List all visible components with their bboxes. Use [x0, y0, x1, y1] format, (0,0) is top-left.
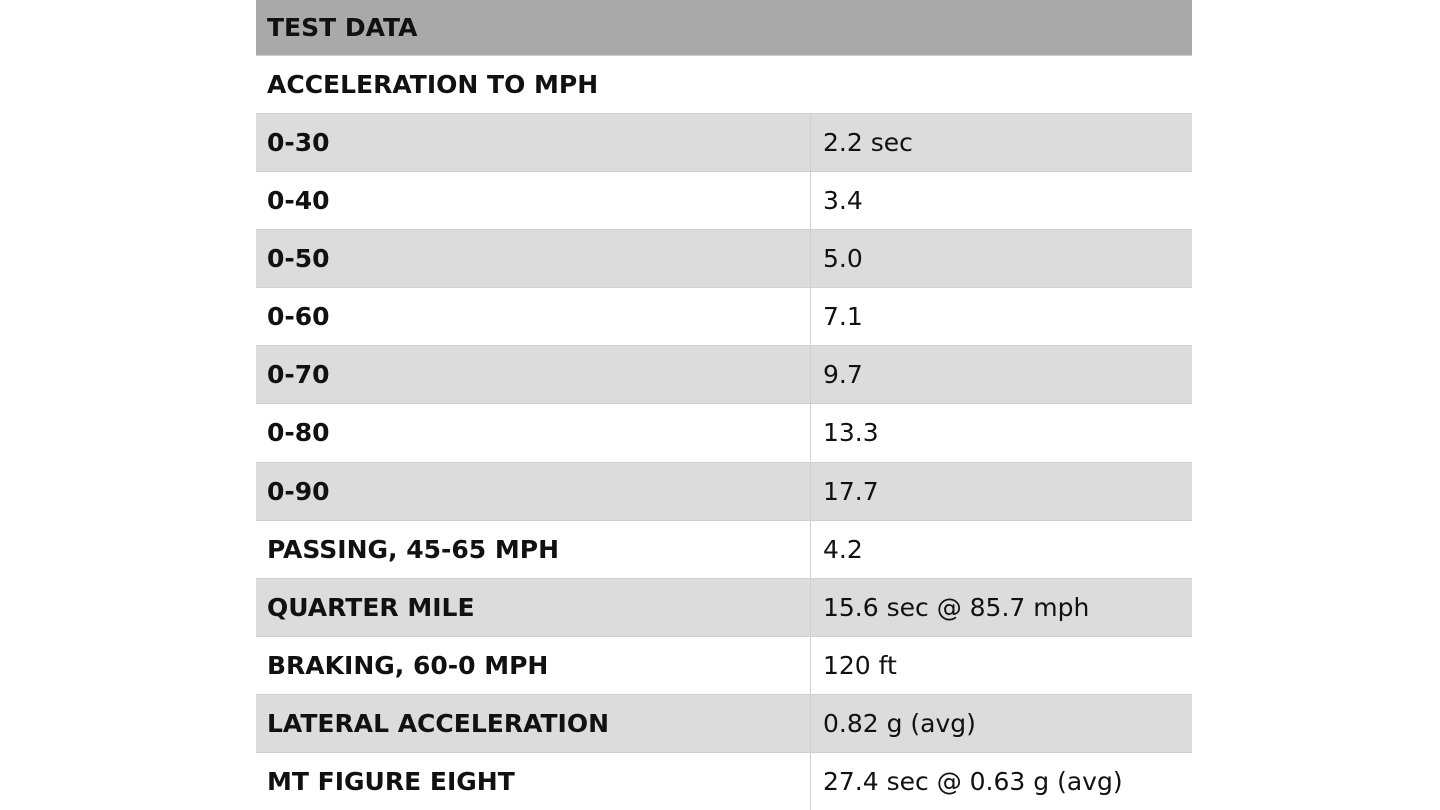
row-label: LATERAL ACCELERATION [256, 694, 811, 752]
row-value: 4.2 [823, 534, 863, 564]
data-row: 0-90 17.7 [256, 461, 1192, 520]
data-row: BRAKING, 60-0 MPH 120 ft [256, 635, 1192, 694]
section-title: ACCELERATION TO MPH [267, 70, 599, 99]
row-value: 0.82 g (avg) [823, 708, 976, 738]
data-row: MT FIGURE EIGHT 27.4 sec @ 0.63 g (avg) [256, 751, 1192, 810]
data-row: 0-50 5.0 [256, 229, 1192, 288]
row-label: QUARTER MILE [256, 578, 811, 636]
row-label: 0-90 [256, 462, 811, 520]
section-row: ACCELERATION TO MPH [256, 55, 1192, 113]
row-value: 13.3 [823, 418, 879, 448]
data-row: 0-60 7.1 [256, 287, 1192, 346]
data-row: 0-70 9.7 [256, 345, 1192, 404]
header-title: TEST DATA [267, 13, 418, 42]
row-value: 27.4 sec @ 0.63 g (avg) [823, 766, 1123, 796]
data-row: LATERAL ACCELERATION 0.82 g (avg) [256, 693, 1192, 752]
row-label: 0-70 [256, 346, 811, 404]
test-data-table: TEST DATA ACCELERATION TO MPH 0-30 2.2 se… [256, 0, 1192, 810]
row-value: 3.4 [823, 186, 863, 216]
row-label: 0-50 [256, 230, 811, 288]
row-value: 15.6 sec @ 85.7 mph [823, 592, 1090, 622]
row-label: 0-30 [256, 114, 811, 172]
data-row: 0-30 2.2 sec [256, 113, 1192, 172]
row-label: 0-60 [256, 288, 811, 346]
row-value: 7.1 [823, 302, 863, 332]
data-row: QUARTER MILE 15.6 sec @ 85.7 mph [256, 577, 1192, 636]
row-value: 120 ft [823, 650, 897, 680]
row-value: 9.7 [823, 360, 863, 390]
data-row: 0-40 3.4 [256, 171, 1192, 230]
row-label: 0-40 [256, 172, 811, 230]
row-value: 2.2 sec [823, 128, 913, 158]
data-row: PASSING, 45-65 MPH 4.2 [256, 519, 1192, 578]
data-row: 0-80 13.3 [256, 403, 1192, 462]
row-label: PASSING, 45-65 MPH [256, 520, 811, 578]
row-label: BRAKING, 60-0 MPH [256, 636, 811, 694]
header-row: TEST DATA [256, 0, 1192, 55]
row-value: 5.0 [823, 244, 863, 274]
row-value: 17.7 [823, 476, 879, 506]
row-label: 0-80 [256, 404, 811, 462]
row-label: MT FIGURE EIGHT [256, 752, 811, 810]
